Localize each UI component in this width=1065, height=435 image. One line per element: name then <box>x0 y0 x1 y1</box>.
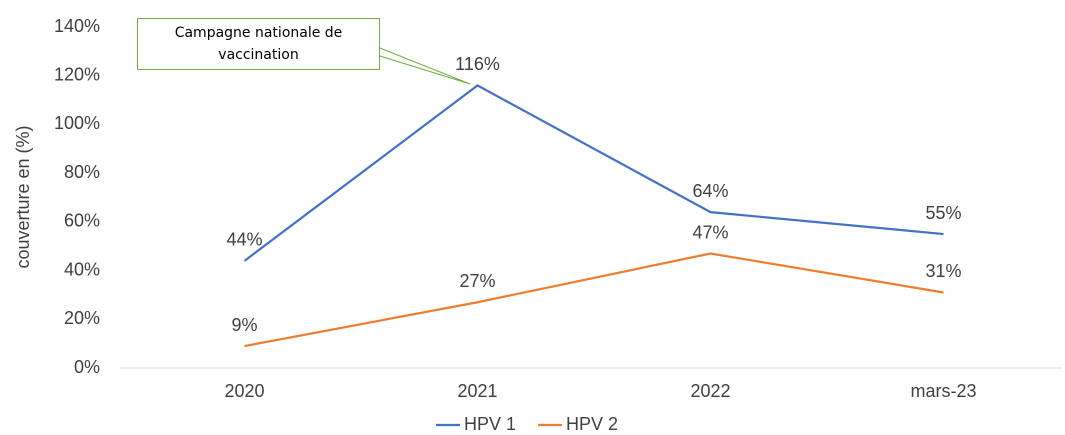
x-tick-label: mars-23 <box>910 381 976 401</box>
y-tick-label: 40% <box>64 259 100 279</box>
data-label: 44% <box>226 230 262 250</box>
y-axis-label: couverture en (%) <box>13 125 33 268</box>
y-tick-label: 120% <box>54 64 100 84</box>
legend-label: HPV 1 <box>464 414 516 434</box>
x-tick-label: 2021 <box>457 381 497 401</box>
x-tick-label: 2022 <box>690 381 730 401</box>
data-label: 116% <box>455 54 500 74</box>
x-tick-label: 2020 <box>224 381 264 401</box>
y-tick-label: 140% <box>54 16 100 36</box>
y-tick-label: 0% <box>74 357 100 377</box>
y-tick-label: 100% <box>54 113 100 133</box>
annotation-box: Campagne nationale de vaccination <box>137 18 380 70</box>
data-label: 9% <box>231 315 257 335</box>
data-label: 64% <box>692 181 728 201</box>
data-label: 55% <box>925 203 961 223</box>
legend-label: HPV 2 <box>566 414 618 434</box>
data-label: 31% <box>925 261 961 281</box>
y-tick-label: 20% <box>64 308 100 328</box>
y-tick-label: 80% <box>64 162 100 182</box>
data-label: 27% <box>459 271 495 291</box>
data-label: 47% <box>692 222 728 242</box>
y-tick-label: 60% <box>64 211 100 231</box>
series-line <box>244 252 944 348</box>
annotation: Campagne nationale de vaccination <box>174 25 343 63</box>
series-line <box>243 84 944 262</box>
